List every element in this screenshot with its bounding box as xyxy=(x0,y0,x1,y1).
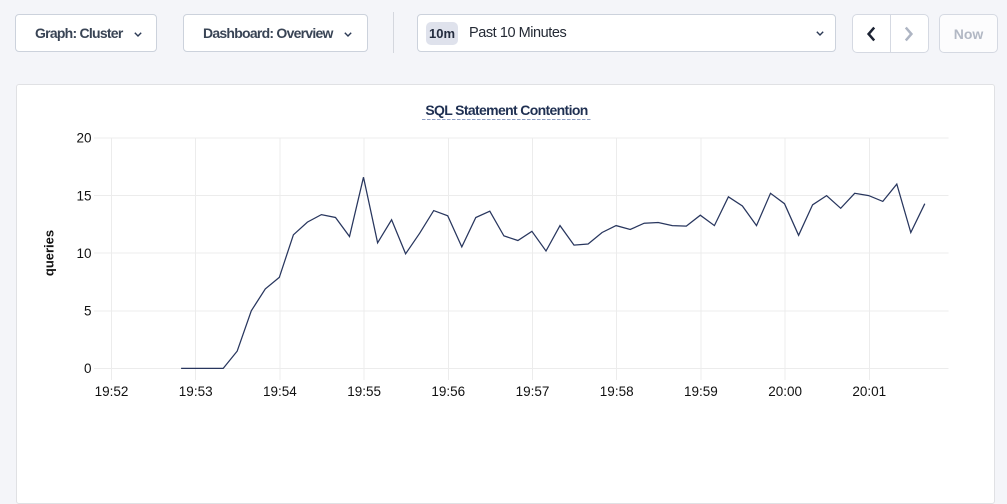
svg-text:20:00: 20:00 xyxy=(768,384,802,399)
svg-text:19:59: 19:59 xyxy=(684,384,718,399)
svg-text:19:56: 19:56 xyxy=(431,384,465,399)
svg-text:15: 15 xyxy=(76,188,91,203)
svg-text:20: 20 xyxy=(76,131,91,146)
svg-text:19:54: 19:54 xyxy=(263,384,297,399)
svg-text:19:53: 19:53 xyxy=(179,384,213,399)
svg-text:20:01: 20:01 xyxy=(852,384,886,399)
svg-text:19:55: 19:55 xyxy=(347,384,381,399)
svg-text:queries: queries xyxy=(42,230,57,276)
svg-text:10: 10 xyxy=(76,246,91,261)
svg-text:19:58: 19:58 xyxy=(600,384,634,399)
svg-text:19:57: 19:57 xyxy=(516,384,550,399)
svg-text:5: 5 xyxy=(84,304,92,319)
svg-text:19:52: 19:52 xyxy=(95,384,129,399)
svg-text:0: 0 xyxy=(84,361,92,376)
